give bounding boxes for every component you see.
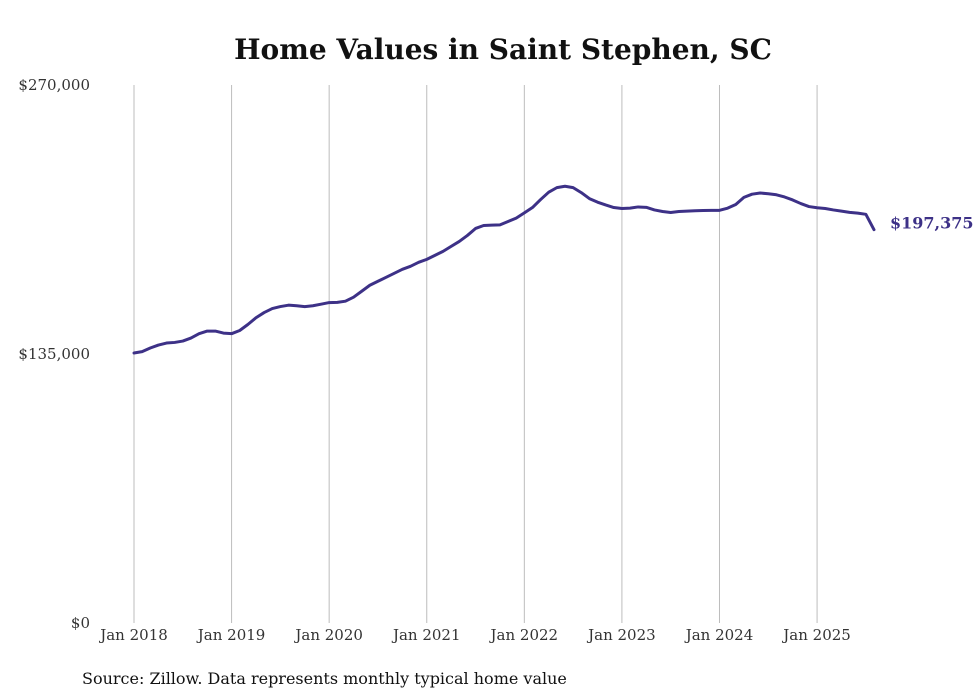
- y-axis-ticks: $0 $135,000 $270,000: [18, 76, 90, 632]
- chart-title: Home Values in Saint Stephen, SC: [234, 33, 772, 66]
- source-note: Source: Zillow. Data represents monthly …: [82, 669, 567, 688]
- x-tick-label: Jan 2024: [684, 626, 754, 644]
- x-tick-label: Jan 2021: [391, 626, 461, 644]
- y-tick-label: $0: [71, 614, 90, 632]
- y-tick-label: $135,000: [18, 345, 90, 363]
- x-gridlines: [133, 85, 818, 623]
- x-tick-label: Jan 2018: [98, 626, 168, 644]
- x-tick-label: Jan 2022: [489, 626, 559, 644]
- end-value-label: $197,375: [890, 214, 974, 233]
- home-value-line: [132, 184, 876, 355]
- x-tick-label: Jan 2025: [781, 626, 851, 644]
- y-tick-label: $270,000: [18, 76, 90, 94]
- x-tick-label: Jan 2019: [196, 626, 266, 644]
- x-axis-ticks: Jan 2018 Jan 2019 Jan 2020 Jan 2021 Jan 2022…: [98, 626, 851, 644]
- x-tick-label: Jan 2023: [586, 626, 656, 644]
- x-tick-label: Jan 2020: [293, 626, 363, 644]
